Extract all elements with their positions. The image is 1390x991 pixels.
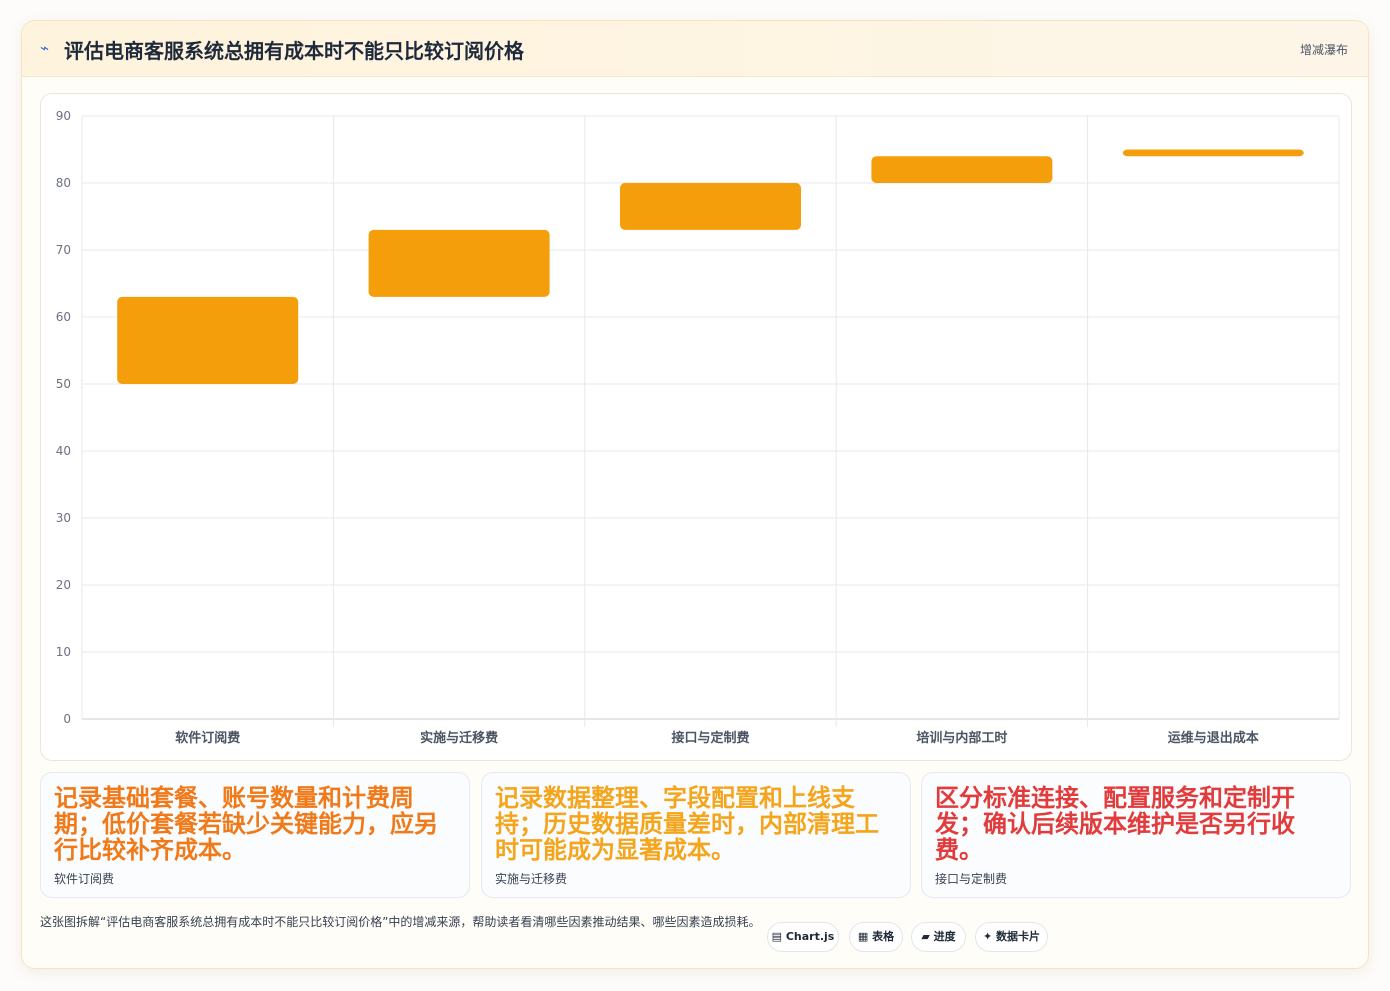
y-tick-label: 10: [56, 645, 71, 659]
x-tick-label: 实施与迁移费: [420, 730, 498, 746]
bar-5: [1122, 149, 1304, 157]
bar-1: [117, 296, 299, 384]
y-tick-label: 0: [63, 712, 71, 726]
note-card-2: 记录数据整理、字段配置和上线支持；历史数据质量差时，内部清理工时可能成为显著成本…: [481, 772, 911, 898]
y-tick-label: 70: [56, 243, 71, 257]
note-text-3: 区分标准连接、配置服务和定制开发；确认后续版本维护是否另行收费。: [935, 784, 1295, 864]
page-title: 评估电商客服系统总拥有成本时不能只比较订阅价格: [64, 39, 524, 63]
note-card-3: 区分标准连接、配置服务和定制开发；确认后续版本维护是否另行收费。 接口与定制费: [921, 772, 1351, 898]
note-label-3: 接口与定制费: [935, 872, 1008, 886]
waterfall-chart: 0 10 20 30 40 50 60 70 80 90 软件订阅费 实施与迁移费 接口与定制费 培训与内…: [56, 109, 1340, 746]
x-tick-label: 培训与内部工时: [916, 730, 1007, 746]
data-card-pill[interactable]: ✦ 数据卡片: [975, 922, 1048, 952]
note-label-1: 软件订阅费: [54, 872, 115, 886]
y-tick-label: 60: [56, 310, 71, 324]
x-tick-label: 软件订阅费: [175, 730, 240, 746]
chart-description: 这张图拆解“评估电商客服系统总拥有成本时不能只比较订阅价格”中的增减来源，帮助读…: [40, 915, 761, 929]
header-bar: ⌁ 评估电商客服系统总拥有成本时不能只比较订阅价格 增减瀑布: [22, 21, 1368, 77]
note-text-1: 记录基础套餐、账号数量和计费周期；低价套餐若缺少关键能力，应另行比较补齐成本。: [54, 784, 438, 864]
y-tick-label: 50: [56, 377, 71, 391]
note-text-2: 记录数据整理、字段配置和上线支持；历史数据质量差时，内部清理工时可能成为显著成本…: [495, 784, 879, 864]
y-tick-label: 80: [56, 176, 71, 190]
notes-row: 记录基础套餐、账号数量和计费周期；低价套餐若缺少关键能力，应另行比较补齐成本。 …: [40, 772, 1352, 898]
y-tick-label: 30: [56, 511, 71, 525]
note-label-2: 实施与迁移费: [495, 872, 568, 886]
note-card-1: 记录基础套餐、账号数量和计费周期；低价套餐若缺少关键能力，应另行比较补齐成本。 …: [40, 772, 470, 898]
table-pill[interactable]: ▦ 表格: [849, 922, 903, 952]
x-tick-label: 运维与退出成本: [1168, 730, 1259, 746]
chart-panel: 0 10 20 30 40 50 60 70 80 90 软件订阅费 实施与迁移费 接口与定制费 培训与内…: [40, 93, 1352, 761]
y-tick-label: 90: [56, 109, 71, 123]
main-card: ⌁ 评估电商客服系统总拥有成本时不能只比较订阅价格 增减瀑布 0 10 20 30 40…: [21, 20, 1369, 969]
chartjs-pill[interactable]: ▤ Chart.js: [767, 922, 839, 952]
chart-icon: ⌁: [40, 39, 50, 57]
bar-2: [368, 229, 550, 297]
x-tick-label: 接口与定制费: [671, 730, 749, 746]
chart-type-badge[interactable]: 增减瀑布: [1299, 43, 1348, 57]
y-tick-label: 20: [56, 578, 71, 592]
progress-pill[interactable]: ▰ 进度: [911, 922, 966, 952]
y-tick-label: 40: [56, 444, 71, 458]
bar-4: [871, 156, 1053, 183]
bar-3: [619, 183, 802, 230]
